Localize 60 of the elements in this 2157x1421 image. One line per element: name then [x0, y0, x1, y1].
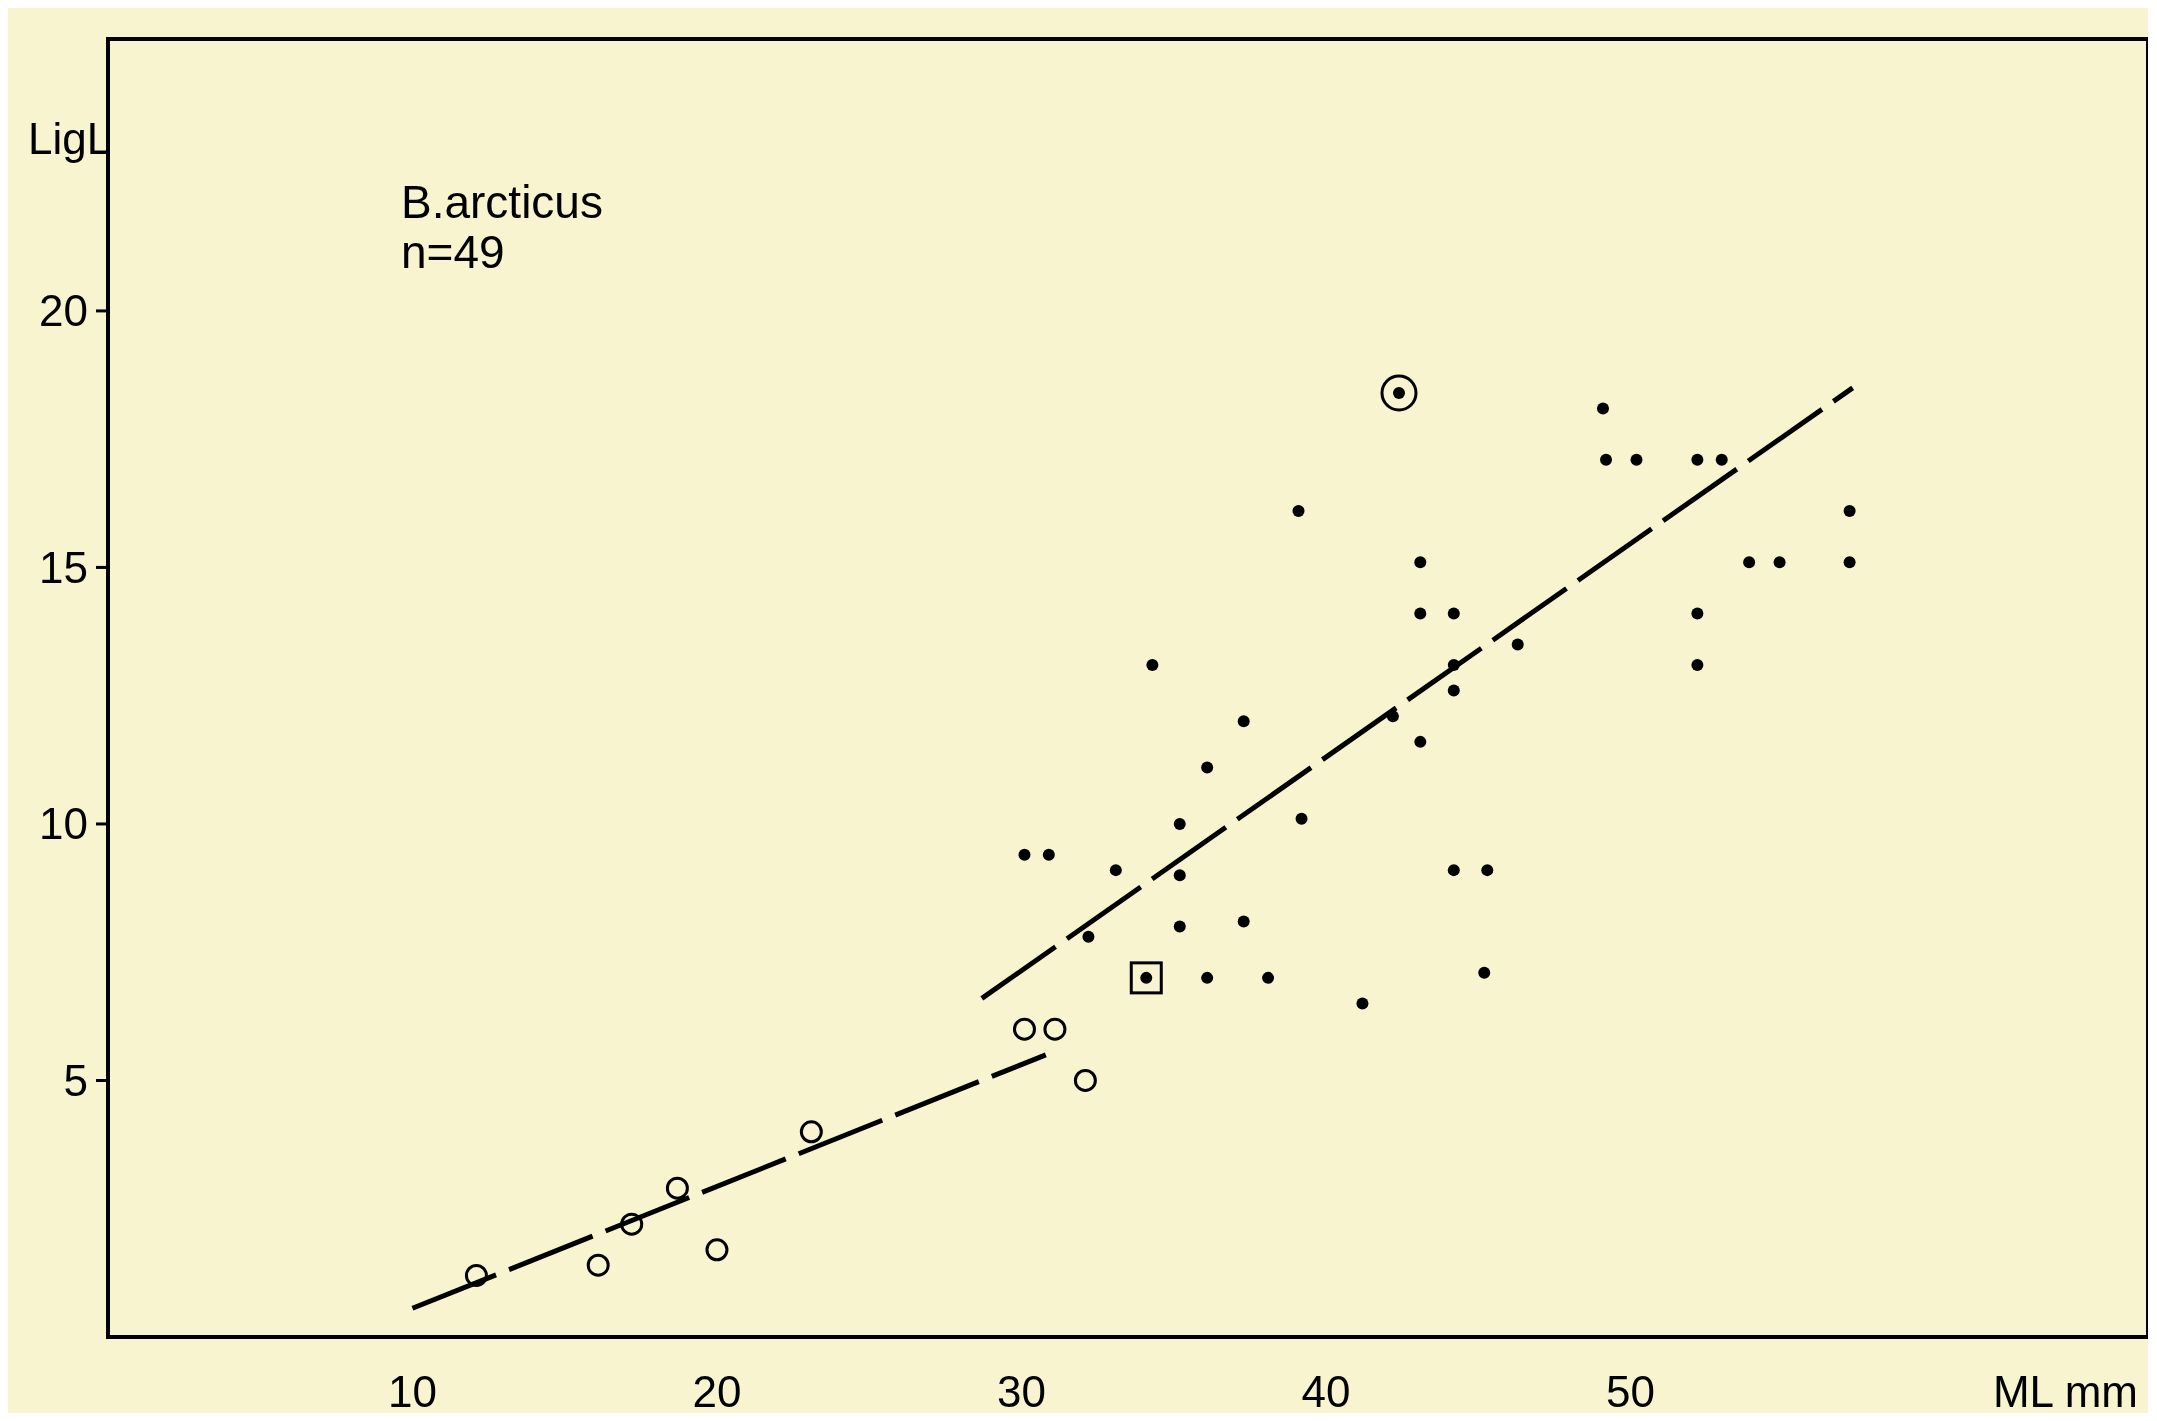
point: [705, 1238, 729, 1262]
point: [586, 1253, 610, 1277]
point: [1146, 658, 1159, 671]
point: [1173, 920, 1186, 933]
point: [1073, 1068, 1097, 1092]
point: [1511, 638, 1524, 651]
point: [1447, 607, 1460, 620]
point: [1012, 1017, 1036, 1041]
x-tick-label: 20: [692, 1367, 742, 1416]
annotation: B.arcticus: [401, 176, 603, 228]
point: [1691, 607, 1704, 620]
annotation: n=49: [401, 226, 505, 278]
point: [620, 1212, 644, 1236]
y-tick-label: 20: [39, 286, 88, 336]
point: [1447, 864, 1460, 877]
point: [1600, 453, 1613, 466]
point: [1691, 453, 1704, 466]
point: [1481, 864, 1494, 877]
x-tick-label: 10: [388, 1367, 437, 1416]
point: [1715, 453, 1728, 466]
point: [1630, 453, 1643, 466]
point: [1447, 684, 1460, 697]
point: [464, 1263, 488, 1287]
x-tick-label: 50: [1605, 1367, 1655, 1416]
point: [1237, 915, 1250, 928]
point: [1292, 505, 1305, 517]
point: [1414, 607, 1427, 620]
point: [799, 1120, 823, 1144]
point: [1109, 864, 1122, 877]
x-tick-label: 40: [1301, 1367, 1351, 1416]
point: [1743, 556, 1756, 569]
y-tick-label: 10: [39, 799, 88, 849]
point: [1018, 848, 1031, 861]
point: [1201, 971, 1214, 984]
point: [1262, 971, 1275, 984]
point: [1042, 848, 1055, 861]
point: [1237, 715, 1250, 728]
point: [1356, 997, 1369, 1010]
point: [1201, 761, 1214, 774]
point: [665, 1176, 689, 1200]
point: [1295, 812, 1308, 825]
point: [1082, 930, 1095, 943]
y-tick-label: 5: [63, 1055, 88, 1105]
x-axis-title: ML mm: [1992, 1367, 2138, 1416]
point: [1173, 817, 1186, 830]
point: [1129, 961, 1163, 995]
point: [1043, 1017, 1067, 1041]
x-tick-label: 30: [996, 1367, 1046, 1416]
y-axis-title: LigL: [28, 114, 112, 164]
point: [1691, 658, 1704, 671]
point: [1173, 869, 1186, 882]
point: [1380, 374, 1418, 412]
point: [1596, 402, 1609, 415]
point: [1478, 966, 1491, 979]
point: [1773, 556, 1786, 569]
point: [1843, 505, 1856, 517]
y-tick-label: 15: [39, 542, 88, 592]
point: [1414, 556, 1427, 569]
point: [1414, 735, 1427, 748]
point: [1843, 556, 1856, 569]
